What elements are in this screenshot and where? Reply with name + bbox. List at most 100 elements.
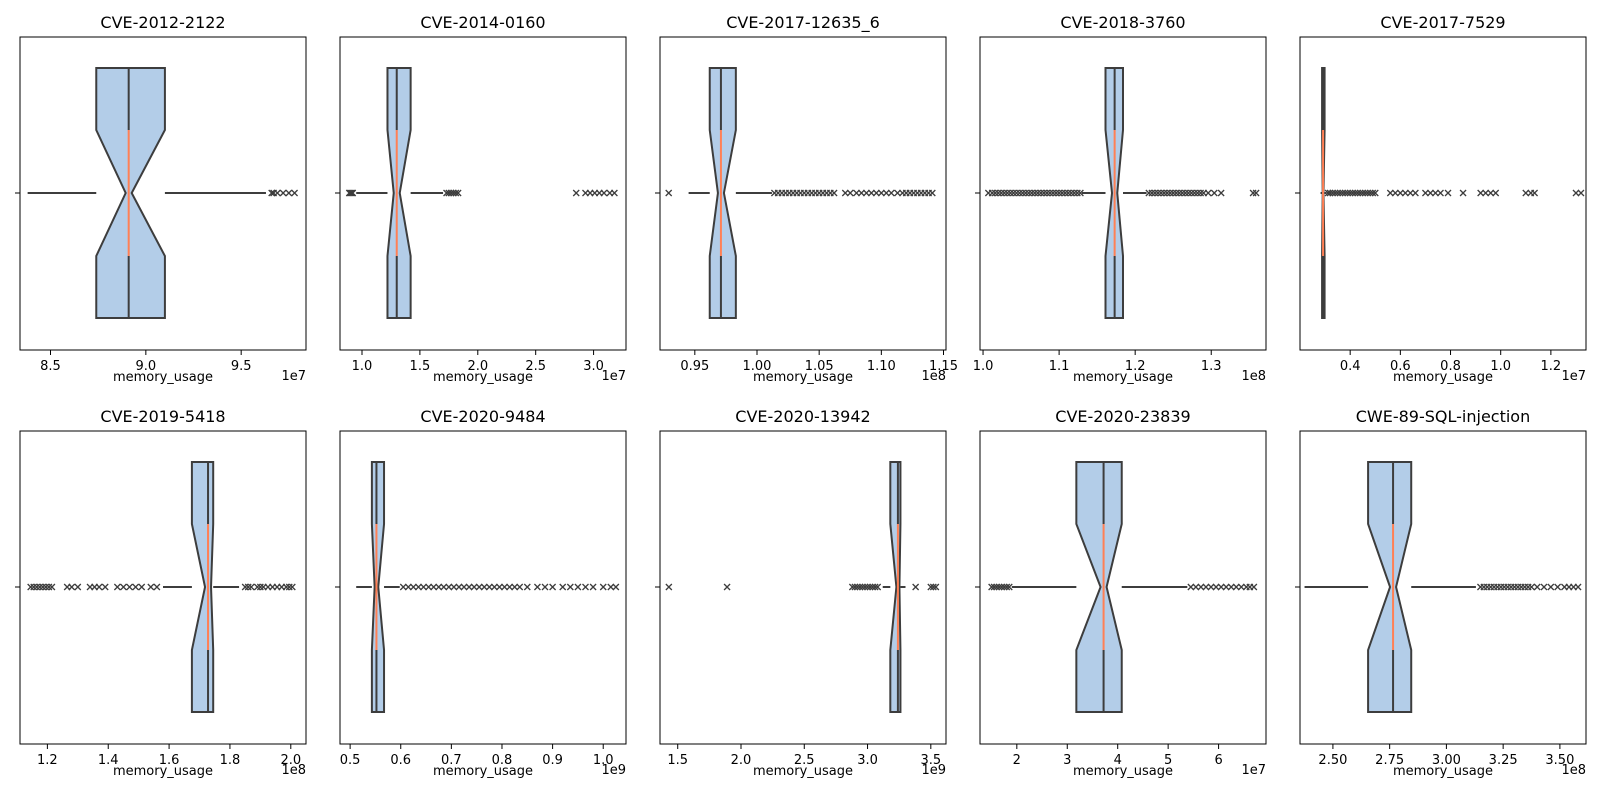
x-axis-label: memory_usage [113,764,213,779]
outlier-point [991,189,999,197]
outlier-point [1010,189,1017,197]
outlier-point [291,189,299,197]
outlier-point [862,189,870,197]
x-tick-label: 1.5 [667,753,688,768]
outlier-point [1366,189,1374,197]
outlier-point [1369,189,1377,197]
outlier-point [877,189,885,197]
outlier-point [912,583,920,591]
outlier-point [132,583,140,591]
outlier-point [475,583,483,591]
x-tick-label: 3.25 [1489,753,1518,768]
outlier-point [861,583,869,591]
outlier-point [1359,189,1367,197]
outlier-point [501,583,508,591]
outlier-point [435,583,443,591]
outlier-point [247,583,255,591]
outlier-point [460,583,468,591]
outlier-point [1354,189,1362,197]
box [95,67,166,319]
subplot-title: CVE-2020-23839 [1055,407,1190,426]
outlier-point [1540,583,1548,591]
outlier-point [495,583,503,591]
x-tick-label: 1.3 [1201,359,1222,374]
outlier-point [420,583,427,591]
subplot-title: CVE-2017-12635_6 [726,13,880,33]
outlier-point [549,583,557,591]
x-tick-label: 1.5 [410,359,431,374]
subplot-title: CVE-2014-0160 [420,13,545,32]
x-axis-exponent: 1e8 [921,369,946,384]
outlier-point [866,583,874,591]
subplot-8: CVE-2020-13942 1.5 2.0 2.5 3.0 3.5 memory_usag… [655,407,947,779]
outlier-point [485,583,493,591]
x-axis-exponent: 1e9 [601,763,626,778]
outlier-point [1040,189,1048,197]
outlier-point [1191,189,1198,197]
x-axis-exponent: 1e7 [1241,763,1266,778]
outlier-point [1411,189,1419,197]
outlier-point [1151,189,1159,197]
outlier-point [1351,189,1359,197]
subplot-title: CWE-89-SQL-injection [1356,407,1530,426]
x-tick-label: 2.50 [1318,753,1347,768]
outlier-point [600,189,608,197]
outlier-point [119,583,127,591]
outlier-point [995,583,1003,591]
outlier-point [511,583,519,591]
outlier-point [853,583,861,591]
outlier-point [1157,189,1165,197]
x-axis-exponent: 1e8 [1561,763,1586,778]
outlier-point [1034,189,1042,197]
outlier-point [610,189,618,197]
outlier-point [1572,189,1580,197]
outlier-point [998,583,1006,591]
x-tick-label: 1.2 [1125,359,1146,374]
outlier-point [1227,583,1235,591]
outlier-point [1528,583,1535,591]
outlier-point [1046,189,1054,197]
outlier-point [599,583,607,591]
outlier-point [1339,189,1347,197]
x-axis-label: memory_usage [433,370,533,385]
outlier-point [990,583,998,591]
outlier-point [988,189,996,197]
x-tick-label: 3.0 [857,753,878,768]
outlier-point [1477,189,1485,197]
outlier-point [841,189,849,197]
outlier-point [27,583,35,591]
subplot-title: CVE-2012-2122 [100,13,225,32]
outlier-point [1217,189,1225,197]
outlier-point [856,583,864,591]
subplot-7: CVE-2020-9484 0.5 0.6 0.7 0.8 0.9 1.0 memory_us… [335,407,627,779]
outlier-point [846,189,854,197]
outlier-point [1531,189,1539,197]
outlier-point [1349,189,1357,197]
outlier-point [445,583,453,591]
outlier-point [1049,189,1057,197]
outlier-point [74,583,82,591]
x-tick-label: 1.6 [159,753,180,768]
outlier-point [1016,189,1024,197]
outlier-point [927,583,935,591]
x-tick-label: 2.75 [1375,753,1404,768]
x-axis-label: memory_usage [433,764,533,779]
x-tick-label: 1.4 [98,753,119,768]
x-tick-label: 3.5 [920,753,941,768]
outlier-point [1005,583,1013,591]
outlier-point [1043,189,1051,197]
outlier-point [42,583,50,591]
x-axis-exponent: 1e9 [921,763,946,778]
outlier-point [147,583,155,591]
x-axis-exponent: 1e8 [281,763,306,778]
outlier-point [582,583,589,591]
outlier-point [348,189,356,197]
outlier-point [1554,583,1562,591]
outlier-point [830,189,838,197]
outlier-point [1204,189,1212,197]
outlier-point [1250,583,1258,591]
outlier-point [113,583,121,591]
outlier-point [1444,189,1452,197]
outlier-point [346,189,354,197]
outlier-point [572,189,580,197]
